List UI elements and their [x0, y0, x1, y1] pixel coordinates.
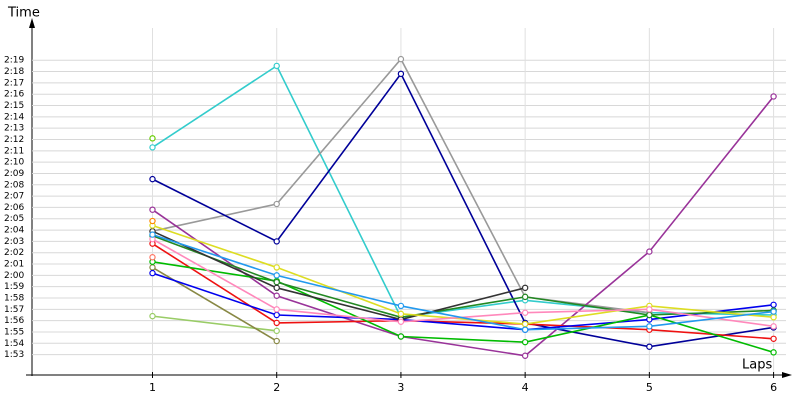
- y-tick-label: 1:54: [4, 339, 24, 349]
- series-line: [152, 224, 774, 325]
- point: [646, 306, 653, 313]
- series-line: [152, 315, 277, 332]
- point: [273, 311, 280, 319]
- y-tick-label: 2:17: [4, 78, 24, 88]
- y-tick-label: 2:12: [4, 135, 24, 145]
- point: [770, 323, 777, 330]
- x-tick-label: 4: [522, 381, 529, 394]
- point: [149, 231, 156, 238]
- point: [521, 352, 529, 359]
- point: [273, 62, 280, 70]
- point: [770, 308, 777, 315]
- y-tick-label: 2:08: [4, 180, 24, 190]
- point: [273, 238, 280, 245]
- point: [273, 272, 280, 279]
- point: [273, 337, 280, 345]
- series-line: [152, 72, 774, 348]
- point: [273, 278, 280, 286]
- y-tick-label: 2:01: [4, 260, 24, 270]
- y-tick-label: 1:53: [4, 350, 24, 360]
- point: [273, 200, 280, 208]
- series-line: [152, 230, 526, 321]
- x-tick-label: 5: [646, 381, 653, 394]
- x-tick-label: 3: [397, 381, 404, 394]
- point: [521, 320, 529, 328]
- point: [770, 301, 777, 308]
- point: [149, 264, 156, 271]
- point: [149, 269, 156, 277]
- point: [149, 254, 156, 261]
- y-tick-label: 2:07: [4, 192, 24, 202]
- y-tick-label: 2:19: [4, 56, 24, 66]
- y-tick-label: 2:02: [4, 248, 24, 258]
- grid: [32, 28, 786, 378]
- y-tick-label: 2:11: [4, 146, 24, 156]
- point: [521, 326, 529, 333]
- point: [646, 323, 653, 330]
- y-tick-label: 2:15: [4, 101, 24, 111]
- x-tick-label: 2: [273, 381, 280, 394]
- y-axis-title: Time: [7, 6, 40, 21]
- point: [521, 309, 529, 316]
- point: [397, 333, 405, 340]
- point: [149, 217, 156, 225]
- y-tick-label: 1:59: [4, 282, 24, 292]
- y-tick-label: 2:03: [4, 237, 24, 247]
- point: [397, 318, 405, 325]
- plot: [149, 55, 777, 359]
- point: [397, 302, 405, 310]
- y-tick-label: 1:56: [4, 316, 24, 326]
- y-tick-label: 1:55: [4, 327, 24, 337]
- point: [273, 319, 280, 327]
- y-tick-label: 2:14: [4, 112, 24, 122]
- series-line: [152, 64, 774, 319]
- y-tick-label: 2:10: [4, 158, 24, 168]
- point: [273, 327, 280, 335]
- x-axis-arrow: [782, 372, 792, 378]
- series-line: [152, 238, 774, 328]
- point: [770, 314, 777, 321]
- point: [273, 306, 280, 313]
- y-tick-label: 1:57: [4, 305, 24, 315]
- point: [770, 335, 777, 342]
- point: [770, 349, 777, 356]
- point: [273, 292, 280, 299]
- series-line: [152, 95, 775, 357]
- series-line: [152, 272, 774, 331]
- y-tick-label: 1:58: [4, 294, 24, 304]
- point: [273, 264, 280, 271]
- point: [646, 311, 653, 319]
- point: [521, 338, 529, 346]
- y-tick-label: 2:06: [4, 203, 24, 213]
- point: [521, 293, 529, 301]
- point: [646, 343, 653, 350]
- y-tick-label: 2:09: [4, 169, 24, 179]
- point: [149, 312, 156, 320]
- point: [397, 310, 405, 318]
- y-tick-label: 2:04: [4, 226, 24, 236]
- y-axis-arrow: [29, 18, 35, 28]
- x-tick-label: 1: [149, 381, 156, 394]
- x-axis-title: Laps: [742, 358, 772, 373]
- y-tick-label: 2:16: [4, 90, 24, 100]
- y-tick-label: 2:18: [4, 67, 24, 77]
- y-tick-label: 2:05: [4, 214, 24, 224]
- point: [149, 175, 156, 183]
- point: [273, 284, 280, 292]
- series-line: [152, 234, 774, 319]
- point: [149, 144, 156, 151]
- y-tick-label: 2:00: [4, 271, 24, 281]
- point: [521, 284, 529, 292]
- x-tick-label: 6: [770, 381, 777, 394]
- point: [770, 93, 777, 100]
- point: [149, 206, 156, 213]
- point: [397, 70, 405, 78]
- point: [397, 55, 405, 63]
- y-tick-label: 2:13: [4, 124, 24, 134]
- point: [646, 248, 653, 255]
- point: [149, 135, 156, 142]
- series-line: [152, 242, 774, 340]
- series-line: [152, 233, 774, 331]
